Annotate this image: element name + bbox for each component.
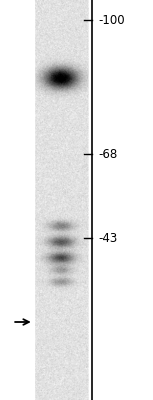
Bar xyxy=(89,0,92,400)
Bar xyxy=(92,0,153,400)
Text: -100: -100 xyxy=(98,14,125,26)
Text: -68: -68 xyxy=(98,148,117,160)
Text: -43: -43 xyxy=(98,232,117,244)
Bar xyxy=(0,0,34,400)
